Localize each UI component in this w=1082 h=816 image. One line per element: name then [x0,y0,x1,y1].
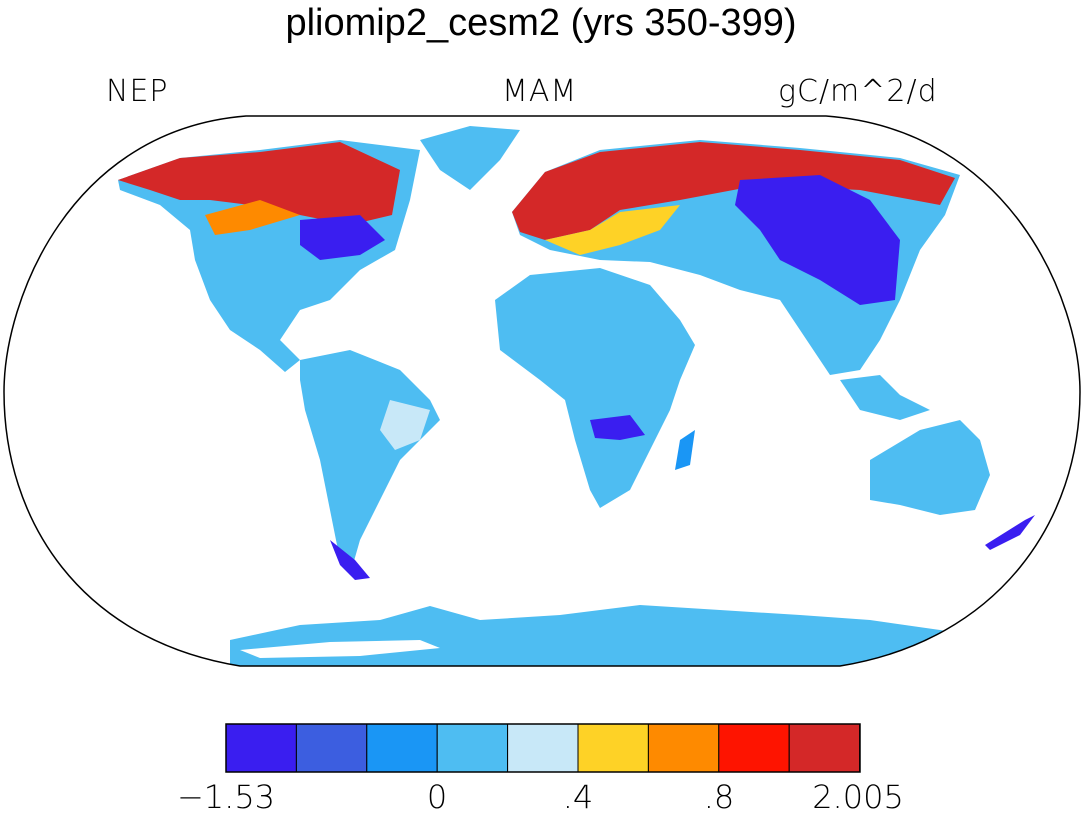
colorbar-tick-label: 2.005 [812,778,904,816]
north-america-high-nep [118,142,400,225]
south-america-dark [330,540,370,580]
colorbar [225,723,861,773]
colorbar-bin-4 [436,723,509,773]
north-america-low-nep [300,215,385,260]
south-america-light [380,400,430,450]
units-label: gC/m^2/d [778,74,938,109]
colorbar-tick-label: .4 [562,778,594,816]
map-border [3,115,1081,667]
map-title: pliomip2_cesm2 (yrs 350-399) [285,2,797,44]
colorbar-bin-9 [788,723,861,773]
eurasia-high-nep [512,142,955,240]
variable-label: NEP [106,74,169,109]
colorbar-bin-8 [718,723,790,773]
north-america-orange [205,200,300,235]
season-label: MAM [502,74,578,109]
madagascar-land [675,430,695,470]
africa-dark [590,415,645,440]
colorbar-bin-5 [507,723,579,773]
colorbar-bin-3 [366,723,438,773]
colorbar-tick-label: .8 [703,778,735,816]
australia-land [870,420,990,515]
colorbar-bin-2 [295,723,368,773]
new-zealand-land [985,515,1035,550]
colorbar-bin-7 [647,723,720,773]
antarctica-land [230,605,1000,666]
colorbar-tick-label: 0 [426,778,448,816]
eurasia-low-nep [735,175,900,305]
greenland-land [420,126,520,190]
land-fields [118,126,1035,666]
colorbar-tick-label: −1.53 [176,778,276,816]
colorbar-bin-1 [225,723,297,773]
colorbar-bin-6 [577,723,649,773]
southeast-asia-islands [840,375,930,420]
south-america-land [300,350,440,575]
antarctica-white-region [240,640,440,658]
eurasia-yellow [545,205,680,255]
africa-land [495,268,695,508]
